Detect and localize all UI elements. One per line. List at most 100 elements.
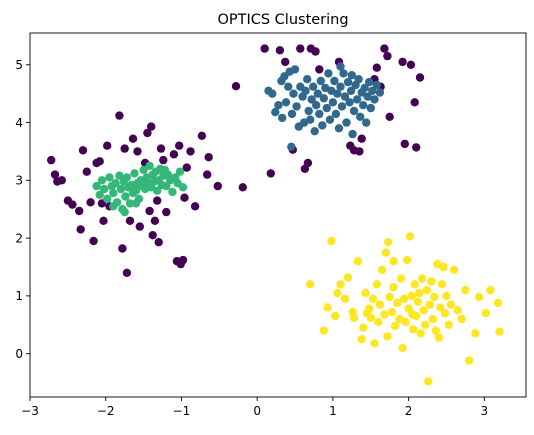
data-point — [440, 309, 450, 318]
data-point — [168, 187, 177, 197]
data-point — [103, 194, 112, 203]
data-point — [287, 142, 296, 151]
data-point — [281, 98, 291, 107]
data-point — [380, 310, 389, 319]
data-point — [444, 320, 453, 329]
data-point — [130, 169, 139, 178]
y-tick-label: 5 — [15, 58, 23, 72]
data-point — [493, 298, 503, 307]
data-point — [311, 47, 320, 56]
data-point — [309, 82, 318, 91]
data-point — [278, 113, 287, 123]
data-point — [393, 298, 402, 307]
data-point — [347, 71, 356, 80]
data-point — [260, 44, 269, 53]
data-point — [125, 216, 135, 225]
data-point — [95, 190, 104, 199]
data-point — [324, 69, 333, 78]
data-point — [115, 111, 124, 120]
data-point — [82, 167, 92, 176]
data-point — [154, 238, 163, 247]
data-point — [383, 51, 392, 61]
data-point — [266, 169, 275, 178]
data-point — [292, 102, 301, 111]
data-point — [343, 273, 353, 282]
data-point — [370, 339, 379, 348]
data-point — [159, 155, 168, 165]
data-point — [465, 356, 474, 365]
data-point — [343, 77, 353, 87]
data-point — [315, 65, 324, 74]
data-point — [103, 141, 112, 150]
data-point — [359, 323, 368, 332]
data-point — [180, 193, 189, 202]
data-point — [147, 122, 156, 131]
data-point — [446, 300, 456, 309]
y-tick-label: 0 — [15, 347, 23, 361]
data-point — [337, 102, 347, 111]
data-point — [366, 103, 375, 113]
data-point — [271, 108, 280, 117]
data-point — [400, 139, 409, 149]
data-point — [231, 82, 241, 91]
data-point — [365, 77, 374, 87]
data-point — [190, 202, 200, 211]
data-point — [398, 343, 407, 353]
data-point — [318, 121, 327, 130]
y-tick-label: 2 — [15, 231, 23, 245]
data-point — [303, 75, 312, 84]
data-point — [175, 141, 184, 150]
data-point — [390, 321, 400, 331]
data-point — [471, 329, 480, 338]
data-point — [368, 294, 378, 303]
data-point — [289, 89, 298, 98]
data-point — [306, 115, 315, 124]
data-point — [410, 98, 419, 107]
data-point — [78, 146, 88, 155]
data-point — [380, 44, 389, 53]
data-point — [368, 86, 377, 96]
data-point — [327, 236, 336, 246]
data-point — [312, 101, 321, 110]
data-point — [331, 109, 341, 119]
data-point — [150, 216, 160, 225]
data-point — [409, 325, 418, 334]
data-point — [169, 150, 179, 159]
data-point — [118, 244, 127, 253]
data-point — [387, 307, 397, 317]
data-point — [339, 69, 348, 78]
data-point — [415, 73, 425, 82]
data-point — [145, 161, 154, 171]
data-point — [306, 280, 315, 289]
x-tick-label: 3 — [481, 404, 489, 418]
data-point — [416, 329, 425, 338]
data-point — [410, 280, 419, 289]
data-point — [323, 303, 332, 312]
data-point — [319, 94, 328, 103]
data-point — [385, 292, 394, 302]
data-point — [399, 294, 409, 303]
data-point — [381, 248, 391, 257]
data-point — [486, 285, 495, 295]
data-point — [453, 306, 462, 315]
x-tick-label: 2 — [405, 404, 413, 418]
data-point — [407, 291, 416, 301]
data-point — [153, 196, 162, 205]
points-layer — [47, 44, 504, 386]
data-point — [412, 143, 421, 152]
data-point — [353, 257, 363, 266]
y-tick-label: 1 — [15, 289, 23, 303]
data-point — [474, 292, 484, 302]
data-point — [50, 170, 60, 179]
data-point — [375, 300, 385, 309]
data-point — [389, 283, 398, 292]
data-point — [430, 292, 439, 302]
data-point — [331, 311, 340, 321]
x-tick-label: 0 — [253, 404, 261, 418]
data-point — [120, 207, 129, 217]
data-point — [442, 291, 451, 301]
data-point — [349, 106, 359, 116]
data-point — [175, 167, 185, 176]
data-point — [413, 297, 422, 306]
